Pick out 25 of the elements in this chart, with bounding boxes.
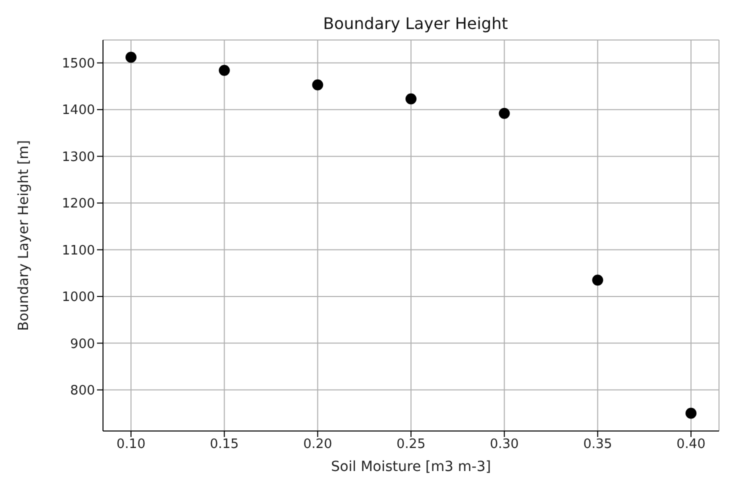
chart-title: Boundary Layer Height [322,14,509,33]
y-tick-label: 1000 [62,290,95,306]
point [686,408,696,419]
y-tick-label: 1500 [62,56,95,72]
point [312,79,324,90]
y-tick-label: 1300 [62,150,95,165]
point [592,274,604,286]
y-axis-title: Boundary Layer Height [m] [16,140,32,331]
x-tick-label: 0.25 [396,437,426,452]
y-tick-label: 800 [70,384,95,399]
y-tick-label: 1400 [62,103,95,118]
x-tick-label: 0.40 [676,437,706,452]
x-tick-label: 0.30 [490,437,519,452]
y-tick-label: 1200 [62,196,95,212]
y-tick-label: 900 [70,336,95,352]
y-tick-label: 1100 [62,243,95,258]
point [498,108,510,119]
x-tick-label: 0.35 [583,437,612,452]
x-axis-title: Soil Moisture [m3 m-3] [331,459,491,475]
x-tick-label: 0.15 [210,437,239,452]
point [406,93,416,104]
point [218,64,230,76]
x-tick-label: 0.20 [303,437,332,452]
point [126,52,136,63]
x-tick-label: 0.10 [116,437,146,452]
